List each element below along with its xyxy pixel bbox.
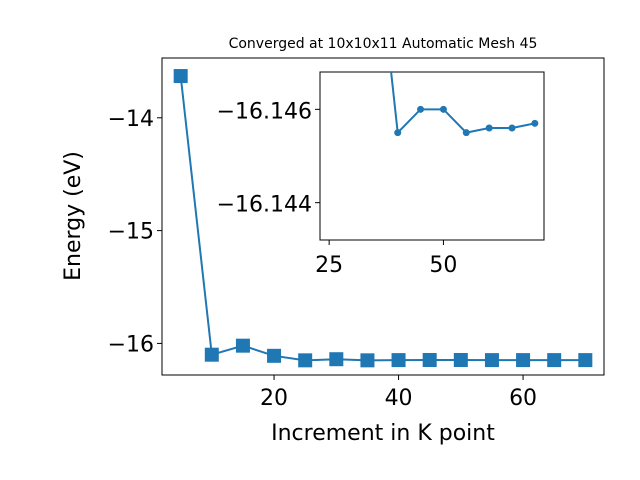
- inset-series: [390, 72, 539, 137]
- y-tick-label: −16: [108, 332, 154, 357]
- inset-plot-frame: [319, 71, 545, 241]
- main-series: [173, 69, 593, 368]
- inset-data-point: [462, 129, 470, 137]
- main-ticks: 20 40 60 −14 −15 −16: [108, 107, 538, 411]
- data-point: [298, 353, 313, 368]
- data-point: [173, 69, 188, 84]
- inset-x-tick-label: 25: [315, 253, 343, 278]
- chart-title: Converged at 10x10x11 Automatic Mesh 45: [229, 36, 538, 52]
- inset-series-group: [390, 72, 539, 137]
- inset-data-point: [531, 119, 539, 127]
- data-point: [235, 338, 250, 353]
- inset-y-tick-label: −16.146: [217, 99, 312, 124]
- data-point: [578, 353, 593, 368]
- data-point: [267, 348, 282, 363]
- data-point: [422, 352, 437, 367]
- data-point: [204, 347, 219, 362]
- inset-ticks: 25 50 −16.146 −16.144: [217, 99, 458, 278]
- y-axis-label: Energy (eV): [61, 151, 86, 281]
- x-tick-label: 40: [385, 386, 413, 411]
- data-point: [360, 353, 375, 368]
- inset-y-tick-label: −16.144: [217, 193, 312, 218]
- inset-data-point: [439, 105, 447, 113]
- inset-data-point: [394, 129, 402, 137]
- inset-data-point: [417, 105, 425, 113]
- data-point: [329, 352, 344, 367]
- y-tick-label: −14: [108, 107, 154, 132]
- data-point: [484, 353, 499, 368]
- inset-series-line: [390, 72, 536, 135]
- inset-data-point: [485, 124, 493, 132]
- data-point: [453, 352, 468, 367]
- x-tick-label: 60: [509, 386, 537, 411]
- y-tick-label: −15: [108, 220, 154, 245]
- data-point: [516, 353, 531, 368]
- x-tick-label: 20: [260, 386, 288, 411]
- x-axis-label: Increment in K point: [271, 421, 495, 446]
- inset-data-point: [508, 124, 516, 132]
- inset-x-tick-label: 50: [429, 253, 457, 278]
- data-point: [391, 353, 406, 368]
- main-plot-frame: [161, 57, 605, 376]
- data-point: [547, 353, 562, 368]
